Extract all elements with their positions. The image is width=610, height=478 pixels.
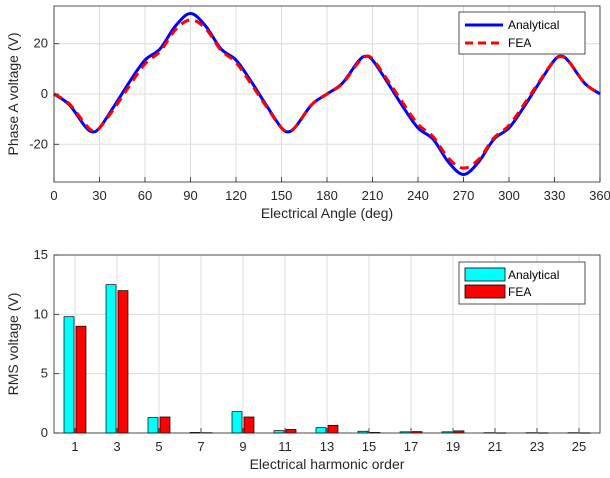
legend: Analytical FEA [458, 261, 586, 305]
bar-analytical [231, 411, 243, 434]
legend-box [458, 11, 586, 55]
x-tick-label: 300 [498, 188, 520, 203]
x-tick-label: 13 [320, 439, 334, 454]
y-tick-label: 0 [41, 425, 48, 440]
x-tick-label: 60 [138, 188, 152, 203]
legend-analytical-label: Analytical [508, 18, 559, 32]
legend-fea-swatch [464, 284, 506, 299]
bar-fea [159, 416, 171, 434]
x-tick-label: 21 [488, 439, 502, 454]
x-tick-label: 5 [155, 439, 162, 454]
x-axis-label: Electrical harmonic order [250, 456, 405, 472]
bar-fea [75, 325, 87, 434]
bar-analytical [147, 417, 159, 434]
y-tick-label: 15 [34, 247, 48, 262]
voltage-waveform-chart: 0 30 60 90 120 150 180 210 240 270 300 330 360 -20 0 20… [5, 5, 610, 221]
x-tick-label: 9 [239, 439, 246, 454]
y-axis-label: Phase A voltage (V) [5, 33, 21, 156]
y-tick-label: -20 [29, 136, 48, 151]
bar-fea [285, 429, 297, 434]
y-axis-label: RMS voltage (V) [5, 293, 21, 396]
x-tick-label: 120 [225, 188, 247, 203]
y-tick-label: 5 [41, 366, 48, 381]
x-tick-label: 0 [50, 188, 57, 203]
legend: Analytical FEA [458, 11, 586, 55]
x-tick-label: 360 [589, 188, 610, 203]
x-tick-label: 3 [113, 439, 120, 454]
x-tick-label: 90 [183, 188, 197, 203]
legend-fea-label: FEA [508, 36, 531, 50]
x-tick-label: 17 [404, 439, 418, 454]
legend-analytical-swatch [464, 267, 506, 282]
y-tick-label: 20 [34, 36, 48, 51]
series-line-fea [53, 18, 601, 170]
x-axis-label: Electrical Angle (deg) [261, 205, 393, 221]
bar-fea [243, 416, 255, 434]
bar-fea [117, 290, 129, 434]
bar-analytical [105, 284, 117, 434]
x-tick-label: 270 [453, 188, 475, 203]
x-tick-label: 150 [271, 188, 293, 203]
legend-analytical-label: Analytical [508, 268, 559, 282]
y-tick-label: 0 [41, 86, 48, 101]
x-tick-label: 7 [197, 439, 204, 454]
x-tick-label: 30 [92, 188, 106, 203]
y-tick-label: 10 [34, 306, 48, 321]
x-tick-label: 23 [530, 439, 544, 454]
x-tick-label: 11 [278, 439, 292, 454]
x-tick-label: 210 [362, 188, 384, 203]
legend-fea-label: FEA [508, 285, 531, 299]
x-tick-label: 1 [71, 439, 78, 454]
bar-analytical [63, 316, 75, 434]
bar-fea [327, 424, 339, 434]
x-tick-label: 19 [446, 439, 460, 454]
x-tick-label: 25 [572, 439, 586, 454]
x-tick-label: 330 [544, 188, 566, 203]
bar-analytical [315, 427, 327, 434]
x-tick-label: 240 [407, 188, 429, 203]
x-tick-label: 180 [316, 188, 338, 203]
x-tick-label: 15 [362, 439, 376, 454]
